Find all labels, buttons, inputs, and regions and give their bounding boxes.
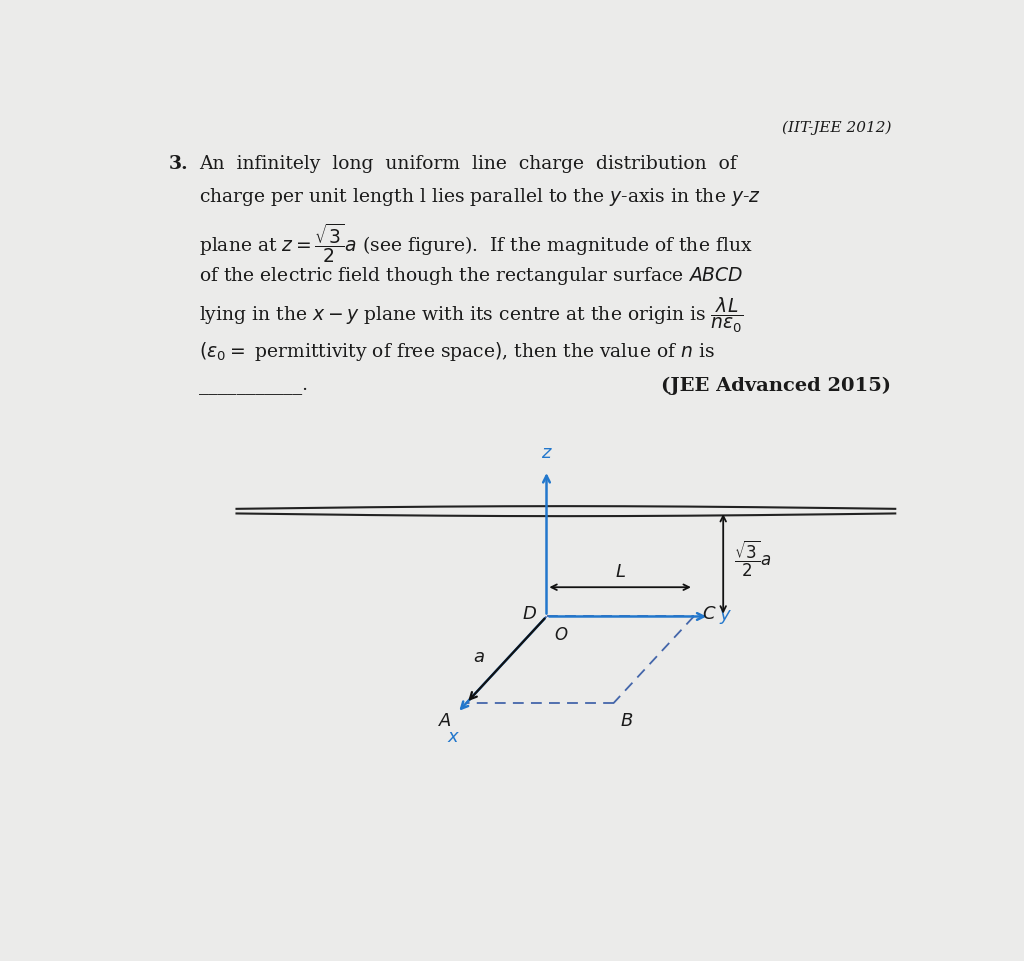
Text: $\dfrac{\sqrt{3}}{2}a$: $\dfrac{\sqrt{3}}{2}a$ (734, 538, 772, 579)
Text: (JEE Advanced 2015): (JEE Advanced 2015) (662, 377, 891, 395)
Text: $D$: $D$ (522, 604, 538, 623)
Text: $B$: $B$ (620, 711, 633, 729)
Text: An  infinitely  long  uniform  line  charge  distribution  of: An infinitely long uniform line charge d… (200, 156, 737, 173)
Text: plane at $z = \dfrac{\sqrt{3}}{2}a$ (see figure).  If the magnitude of the flux: plane at $z = \dfrac{\sqrt{3}}{2}a$ (see… (200, 221, 753, 264)
Text: $x$: $x$ (446, 727, 460, 745)
Text: (IIT-JEE 2012): (IIT-JEE 2012) (782, 121, 891, 136)
Text: charge per unit length l lies parallel to the $y$-axis in the $y$-$z$: charge per unit length l lies parallel t… (200, 186, 761, 209)
Text: 3.: 3. (168, 156, 188, 173)
Text: ___________.: ___________. (200, 377, 308, 395)
Text: lying in the $x - y$ plane with its centre at the origin is $\dfrac{\lambda L}{n: lying in the $x - y$ plane with its cent… (200, 295, 744, 334)
Text: $z$: $z$ (541, 443, 552, 461)
Text: $O$: $O$ (554, 626, 568, 643)
Text: $a$: $a$ (473, 648, 484, 665)
Text: $C$: $C$ (701, 604, 716, 623)
Text: $(\varepsilon_0 =$ permittivity of free space$)$, then the value of $n$ is: $(\varepsilon_0 =$ permittivity of free … (200, 340, 715, 363)
Text: $y$: $y$ (719, 608, 732, 626)
Text: of the electric field though the rectangular surface $ABCD$: of the electric field though the rectang… (200, 264, 743, 286)
Text: $L$: $L$ (614, 562, 626, 579)
Text: $A$: $A$ (438, 711, 453, 729)
